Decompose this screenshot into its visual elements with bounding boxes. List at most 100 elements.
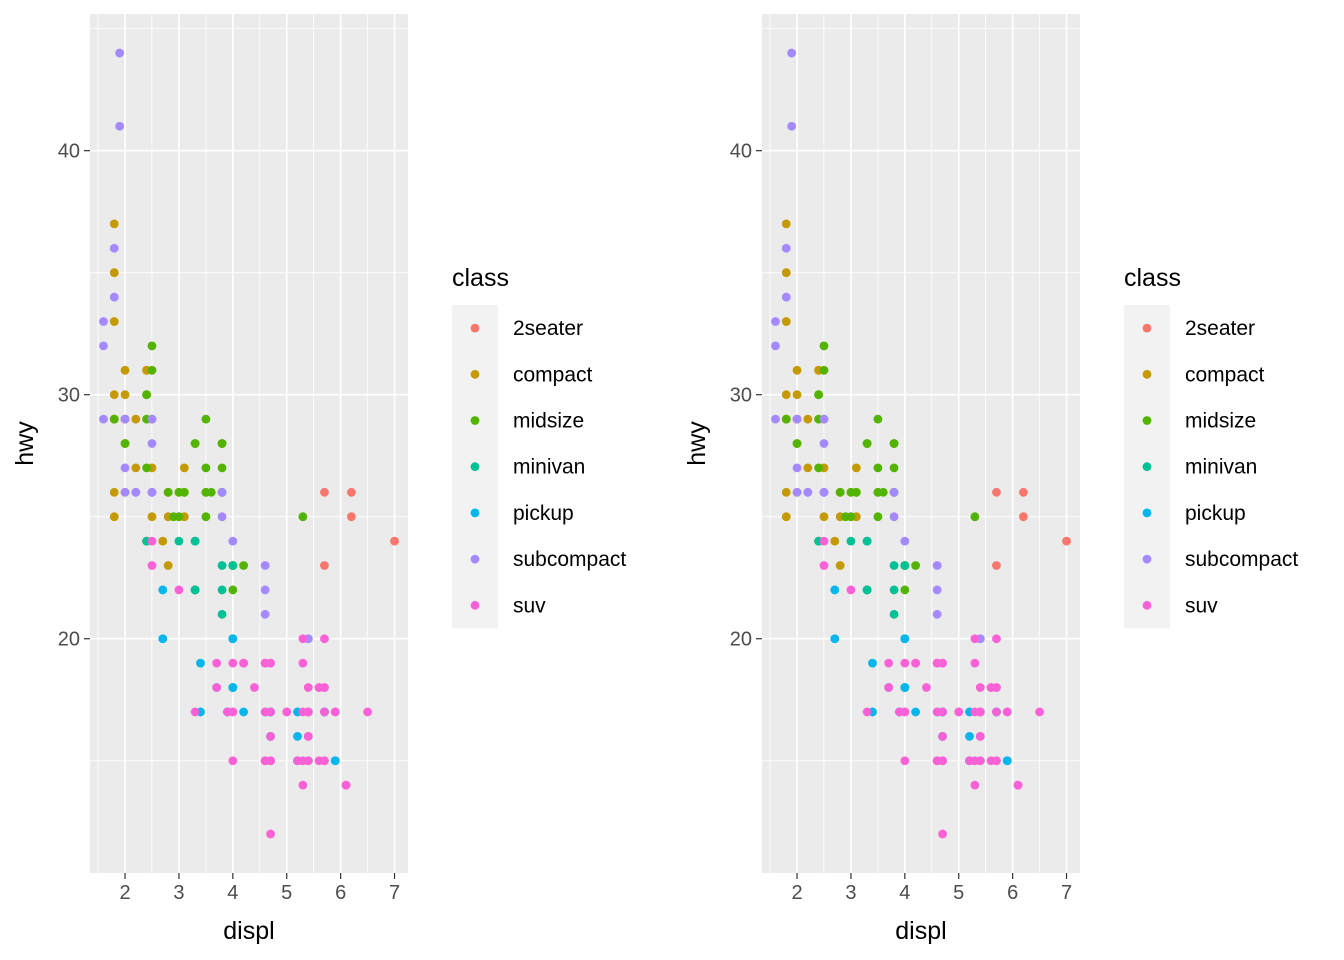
legend-key-2seater bbox=[470, 323, 480, 333]
data-point bbox=[147, 414, 157, 424]
data-point bbox=[781, 219, 791, 229]
data-point bbox=[819, 365, 829, 375]
data-point bbox=[99, 317, 108, 326]
data-point bbox=[851, 463, 861, 473]
data-point bbox=[330, 756, 340, 766]
data-point bbox=[938, 731, 947, 741]
data-point bbox=[1013, 780, 1023, 790]
data-point bbox=[298, 634, 308, 644]
x-tick-label: 3 bbox=[173, 882, 184, 904]
data-point bbox=[228, 634, 238, 644]
data-point bbox=[970, 634, 980, 644]
data-point bbox=[851, 487, 861, 497]
data-point bbox=[900, 536, 910, 546]
data-point bbox=[163, 561, 173, 570]
data-point bbox=[147, 487, 157, 497]
chart-panel-1: 2 3 4 5 6 7 20 30 40 displ hwy class 2seater compact m… bbox=[11, 14, 626, 945]
data-point bbox=[320, 634, 329, 644]
data-point bbox=[819, 561, 829, 570]
data-point bbox=[781, 414, 791, 424]
data-point bbox=[228, 756, 238, 766]
data-point bbox=[147, 341, 157, 351]
data-point bbox=[120, 414, 130, 424]
data-point bbox=[347, 512, 356, 522]
x-tick-label: 2 bbox=[791, 882, 802, 904]
legend-label-2seater: 2seater bbox=[513, 317, 583, 340]
data-point bbox=[787, 48, 797, 58]
data-point bbox=[992, 561, 1001, 570]
data-point bbox=[830, 634, 840, 644]
data-point bbox=[911, 707, 921, 717]
series-midsize bbox=[109, 341, 308, 595]
data-point bbox=[771, 317, 780, 326]
data-point bbox=[147, 512, 157, 522]
series-suv bbox=[819, 536, 1044, 839]
data-point bbox=[889, 609, 899, 619]
data-point bbox=[1002, 707, 1012, 717]
data-point bbox=[109, 390, 119, 400]
data-point bbox=[771, 341, 780, 351]
data-point bbox=[293, 731, 302, 741]
data-point bbox=[781, 243, 791, 253]
data-point bbox=[206, 487, 216, 497]
data-point bbox=[900, 634, 910, 644]
data-point bbox=[965, 756, 974, 766]
data-point bbox=[266, 731, 275, 741]
data-point bbox=[190, 707, 200, 717]
data-point bbox=[293, 756, 302, 766]
data-point bbox=[781, 292, 791, 302]
x-tick-label: 4 bbox=[899, 882, 910, 904]
data-point bbox=[932, 609, 942, 619]
series-2seater bbox=[320, 487, 399, 570]
data-point bbox=[179, 463, 189, 473]
data-point bbox=[884, 683, 894, 692]
data-point bbox=[873, 414, 883, 424]
data-point bbox=[228, 683, 238, 692]
data-point bbox=[846, 536, 856, 546]
data-point bbox=[889, 512, 899, 522]
data-point bbox=[781, 512, 791, 522]
data-point bbox=[228, 658, 238, 668]
y-axis-title: hwy bbox=[11, 421, 39, 466]
data-point bbox=[970, 658, 980, 668]
data-point bbox=[954, 707, 964, 717]
data-point bbox=[303, 683, 313, 692]
data-point bbox=[792, 463, 802, 473]
data-point bbox=[900, 756, 910, 766]
data-point bbox=[217, 487, 227, 497]
data-point bbox=[174, 536, 184, 546]
data-point bbox=[889, 463, 899, 473]
data-point bbox=[992, 707, 1001, 717]
data-point bbox=[911, 658, 921, 668]
data-point bbox=[217, 439, 227, 448]
legend-key-midsize bbox=[1142, 416, 1152, 425]
data-point bbox=[260, 585, 270, 595]
data-point bbox=[970, 780, 980, 790]
data-point bbox=[781, 487, 791, 497]
data-point bbox=[217, 561, 227, 570]
data-point bbox=[228, 561, 238, 570]
data-point bbox=[212, 683, 222, 692]
plot-background bbox=[90, 14, 408, 873]
data-point bbox=[147, 439, 157, 448]
data-point bbox=[190, 536, 200, 546]
data-point bbox=[1062, 536, 1071, 546]
data-point bbox=[819, 439, 829, 448]
data-point bbox=[260, 561, 270, 570]
data-point bbox=[846, 512, 856, 522]
data-point bbox=[781, 390, 791, 400]
data-point bbox=[266, 829, 275, 839]
series-minivan bbox=[814, 536, 910, 619]
data-point bbox=[819, 341, 829, 351]
data-point bbox=[201, 463, 211, 473]
data-point bbox=[109, 487, 119, 497]
data-point bbox=[347, 487, 356, 497]
data-point bbox=[314, 683, 324, 692]
data-point bbox=[131, 463, 141, 473]
x-axis-title: displ bbox=[223, 917, 274, 945]
data-point bbox=[819, 487, 829, 497]
data-point bbox=[835, 487, 845, 497]
data-point bbox=[109, 317, 119, 326]
data-point bbox=[878, 487, 888, 497]
